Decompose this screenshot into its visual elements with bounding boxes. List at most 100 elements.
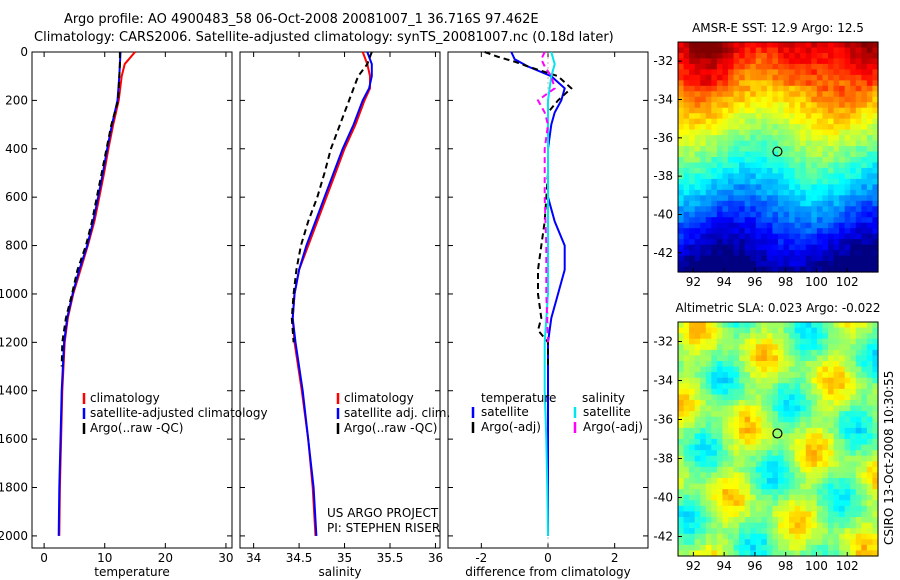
map-cell: [716, 255, 724, 262]
map-cell: [739, 96, 746, 103]
map-cell: [744, 173, 751, 180]
map-cell: [789, 80, 796, 87]
map-cell: [694, 522, 701, 529]
map-cell: [822, 146, 829, 153]
map-cell: [783, 383, 790, 390]
map-cell: [694, 113, 701, 120]
map-cell: [800, 361, 807, 368]
map-cell: [811, 333, 818, 340]
map-cell: [800, 439, 807, 446]
map-cell: [744, 74, 751, 81]
map-cell: [861, 255, 868, 262]
map-cell: [794, 140, 801, 147]
map-cell: [716, 483, 724, 490]
map-cell: [722, 266, 729, 273]
map-cell: [755, 211, 762, 218]
map-cell: [811, 494, 818, 501]
map-cell: [716, 455, 724, 462]
map-cell: [805, 102, 812, 109]
map-cell: [861, 394, 868, 401]
map-cell: [816, 455, 824, 462]
map-cell: [789, 355, 796, 362]
map-cell: [705, 505, 712, 513]
map-y-tick-label: -36: [653, 413, 673, 427]
map-cell: [833, 42, 840, 49]
map-cell: [683, 129, 690, 136]
y-tick-label: 2000: [0, 529, 28, 543]
map-cell: [766, 167, 774, 175]
map-cell: [844, 333, 851, 340]
map-cell: [700, 162, 707, 169]
map-cell: [778, 366, 785, 373]
map-cell: [716, 500, 724, 507]
map-cell: [705, 322, 712, 329]
map-cell: [789, 550, 796, 557]
map-cell: [739, 466, 746, 474]
map-y-tick-label: -34: [653, 93, 673, 107]
map-cell: [794, 383, 801, 390]
map-cell: [872, 129, 879, 136]
map-cell: [794, 544, 801, 552]
map-cell: [733, 233, 740, 240]
map-cell: [816, 266, 824, 273]
map-cell: [828, 344, 835, 351]
project-annotation: US ARGO PROJECT: [327, 506, 439, 520]
map-cell: [755, 327, 762, 334]
map-cell: [705, 422, 712, 429]
map-cell: [778, 349, 785, 357]
map-cell: [744, 427, 751, 435]
map-cell: [755, 184, 762, 191]
map-cell: [811, 69, 818, 76]
map-cell: [828, 377, 835, 384]
map-cell: [761, 439, 768, 446]
map-cell: [761, 472, 768, 479]
map-cell: [778, 444, 785, 451]
map-cell: [750, 494, 757, 501]
map-cell: [711, 173, 718, 180]
map-cell: [783, 466, 790, 474]
map-cell: [711, 528, 718, 535]
map-cell: [789, 167, 796, 175]
map-cell: [800, 178, 807, 185]
x-tick-label: 20: [158, 551, 173, 565]
map-cell: [678, 217, 685, 224]
map-cell: [828, 500, 835, 507]
map-cell: [800, 146, 807, 153]
map-cell: [794, 52, 801, 60]
map-cell: [755, 322, 762, 329]
map-cell: [822, 494, 829, 501]
map-cell: [816, 394, 824, 401]
map-cell: [689, 96, 696, 103]
map-cell: [783, 42, 790, 49]
map-cell: [739, 217, 746, 224]
map-cell: [728, 522, 735, 529]
map-cell: [694, 140, 701, 147]
map-cell: [778, 466, 785, 474]
map-cell: [783, 113, 790, 120]
map-cell: [778, 162, 785, 169]
map-cell: [828, 466, 835, 474]
map-cell: [861, 74, 868, 81]
map-cell: [833, 533, 840, 540]
map-cell: [811, 405, 818, 412]
map-cell: [783, 427, 790, 435]
map-cell: [739, 140, 746, 147]
map-cell: [789, 157, 796, 164]
map-cell: [794, 366, 801, 373]
map-cell: [844, 261, 851, 268]
map-cell: [844, 539, 851, 546]
map-cell: [828, 439, 835, 446]
map-cell: [828, 146, 835, 153]
map-cell: [733, 355, 740, 362]
map-cell: [794, 80, 801, 87]
map-cell: [855, 372, 862, 379]
map-cell: [866, 505, 874, 513]
map-cell: [772, 222, 779, 229]
map-cell: [789, 178, 796, 185]
map-cell: [761, 361, 768, 368]
map-cell: [794, 244, 801, 251]
map-cell: [755, 361, 762, 368]
map-cell: [844, 228, 851, 235]
map-cell: [789, 211, 796, 218]
map-cell: [789, 478, 796, 485]
